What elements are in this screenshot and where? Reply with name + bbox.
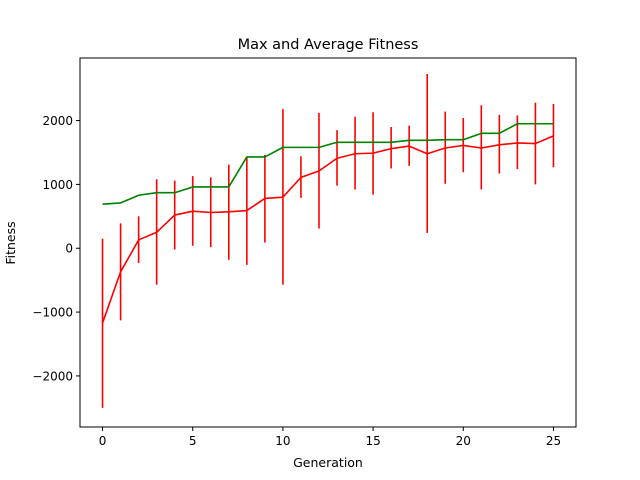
y-tick-label: −2000 bbox=[32, 369, 73, 383]
x-tick-label: 20 bbox=[456, 434, 471, 448]
x-axis-label: Generation bbox=[293, 455, 363, 470]
x-tick-label: 15 bbox=[365, 434, 380, 448]
x-tick-label: 5 bbox=[189, 434, 197, 448]
x-tick-label: 0 bbox=[99, 434, 107, 448]
y-tick-label: 0 bbox=[65, 242, 73, 256]
y-tick-label: −1000 bbox=[32, 306, 73, 320]
axis-ticks: 0 5 10 15 20 25 −2000 −1000 0 1000 2000 bbox=[32, 114, 561, 448]
y-tick-label: 1000 bbox=[42, 178, 73, 192]
y-axis-label: Fitness bbox=[3, 221, 18, 264]
y-tick-label: 2000 bbox=[42, 114, 73, 128]
chart-title: Max and Average Fitness bbox=[238, 37, 419, 53]
x-tick-label: 10 bbox=[275, 434, 290, 448]
x-tick-label: 25 bbox=[546, 434, 561, 448]
series-line-max bbox=[102, 122, 554, 205]
plot-area bbox=[101, 73, 555, 408]
axes-frame bbox=[79, 57, 577, 428]
series-line-average bbox=[101, 135, 554, 324]
